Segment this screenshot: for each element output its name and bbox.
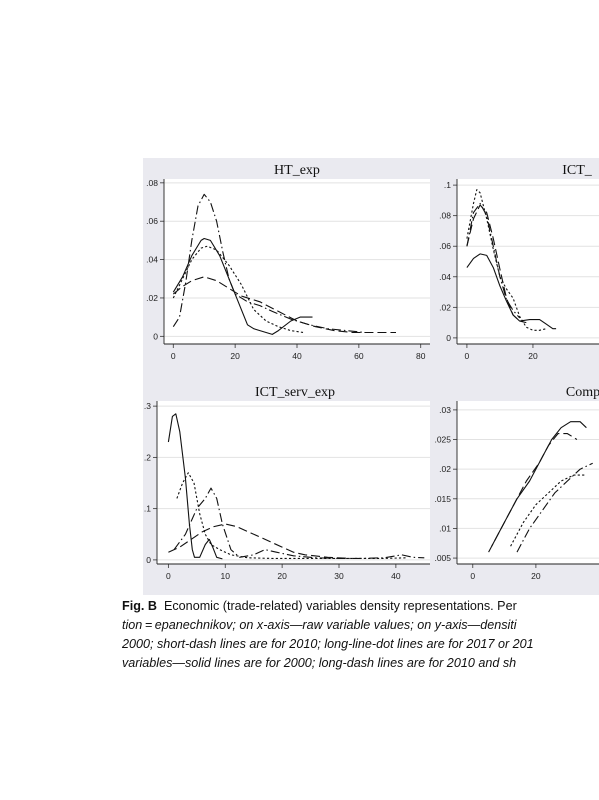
density-line-short-dash xyxy=(466,189,547,331)
x-tick-label: 0 xyxy=(166,571,171,581)
panel-2: ICT_ .1 .08 .06 .04 .02 0 0 20 xyxy=(439,163,599,361)
y-tick-label: .1 xyxy=(144,504,151,514)
y-tick-label: .06 xyxy=(439,241,451,251)
y-tick-label: .04 xyxy=(439,272,451,282)
density-line-solid xyxy=(172,237,313,335)
density-line-short-dash xyxy=(172,245,304,334)
density-line-short-dash xyxy=(510,474,587,547)
density-line-short-dash xyxy=(176,472,408,559)
y-tick-label: .03 xyxy=(439,405,451,415)
density-line-solid xyxy=(167,413,223,560)
y-tick-label: 0 xyxy=(446,333,451,343)
caption-text-1: Economic (trade-related) variables densi… xyxy=(163,599,517,613)
panel-title: ICT_serv_exp xyxy=(255,385,335,400)
plot-area xyxy=(157,401,430,564)
y-tick-label: .02 xyxy=(439,302,451,312)
y-tick-label: .015 xyxy=(434,494,451,504)
x-tick-label: 10 xyxy=(221,571,231,581)
density-line-long-dash xyxy=(172,276,396,334)
y-tick-label: .01 xyxy=(439,523,451,533)
x-tick-label: 0 xyxy=(465,351,470,361)
density-line-long-dash-dot xyxy=(466,202,521,319)
y-tick-label: 0 xyxy=(153,331,158,341)
y-tick-label: .2 xyxy=(144,452,151,462)
caption-line-2: tion = epanechnikov; on x-axis—raw varia… xyxy=(122,618,517,632)
x-tick-label: 20 xyxy=(531,571,541,581)
y-tick-label: 0 xyxy=(146,555,151,565)
y-tick-label: .1 xyxy=(444,180,451,190)
panel-3: ICT_serv_exp .3 .2 .1 0 0 10 20 30 40 xyxy=(144,385,430,581)
panel-title: HT_exp xyxy=(274,163,320,178)
x-tick-label: 30 xyxy=(334,571,344,581)
y-tick-label: .06 xyxy=(146,216,158,226)
y-tick-label: .025 xyxy=(434,435,451,445)
density-plots: HT_exp .08 .06 .04 .02 0 0 20 40 60 80 ICT_ .1 .08 .06… xyxy=(144,163,599,581)
figure-panel: HT_exp .08 .06 .04 .02 0 0 20 40 60 80 ICT_ .1 .08 .06… xyxy=(143,158,599,595)
x-tick-label: 20 xyxy=(528,351,538,361)
density-line-long-dash xyxy=(168,523,351,559)
x-tick-label: 0 xyxy=(470,571,475,581)
density-line-long-dash-dot xyxy=(173,487,425,559)
plot-area xyxy=(457,179,599,344)
caption-line-3: 2000; short-dash lines are for 2010; lon… xyxy=(122,637,534,651)
density-line-long-dash xyxy=(488,433,578,553)
x-tick-label: 40 xyxy=(292,351,302,361)
figure-caption: Fig. B Economic (trade-related) variable… xyxy=(122,597,599,673)
plot-area xyxy=(164,179,430,344)
caption-line-4: variables—solid lines are for 2000; long… xyxy=(122,656,517,670)
panel-title: Comp xyxy=(566,385,599,400)
x-tick-label: 80 xyxy=(416,351,426,361)
panel-1: HT_exp .08 .06 .04 .02 0 0 20 40 60 80 xyxy=(146,163,430,361)
panel-title: ICT_ xyxy=(562,163,593,178)
caption-label: Fig. B xyxy=(122,599,157,613)
caption-line-1: Fig. B Economic (trade-related) variable… xyxy=(122,597,599,616)
density-line-long-dash xyxy=(466,204,527,324)
density-line-long-dash-dot xyxy=(172,193,366,334)
x-tick-label: 20 xyxy=(230,351,240,361)
x-tick-label: 40 xyxy=(391,571,401,581)
y-tick-label: .04 xyxy=(146,255,158,265)
y-tick-label: .02 xyxy=(146,293,158,303)
y-tick-label: .08 xyxy=(439,211,451,221)
y-tick-label: .005 xyxy=(434,553,451,563)
x-tick-label: 60 xyxy=(354,351,364,361)
panel-4: Comp .03 .025 .02 .015 .01 .005 0 20 xyxy=(434,385,599,581)
y-tick-label: .3 xyxy=(144,401,151,411)
y-tick-label: .08 xyxy=(146,178,158,188)
x-tick-label: 0 xyxy=(171,351,176,361)
y-tick-label: .02 xyxy=(439,464,451,474)
density-line-long-dash-dot xyxy=(516,462,593,553)
x-tick-label: 20 xyxy=(277,571,287,581)
